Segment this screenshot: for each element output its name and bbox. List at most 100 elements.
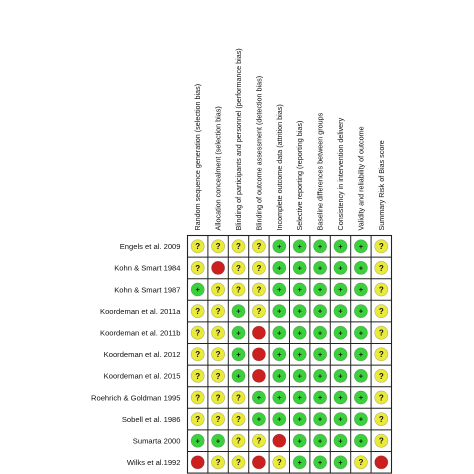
rating-circle-low bbox=[272, 390, 287, 405]
low-risk-symbol: + bbox=[338, 307, 343, 316]
rating-mark-unclear-r11-c3: ? bbox=[231, 455, 246, 470]
unclear-risk-symbol: ? bbox=[379, 307, 384, 316]
low-risk-symbol: + bbox=[318, 285, 323, 294]
rating-circle-low bbox=[333, 433, 348, 448]
rating-circle-unclear bbox=[231, 390, 246, 405]
rating-circle-unclear bbox=[374, 260, 389, 275]
unclear-risk-symbol: ? bbox=[256, 264, 261, 273]
rating-mark-low-r8-c7: + bbox=[313, 390, 327, 405]
unclear-risk-symbol: ? bbox=[236, 458, 241, 467]
rating-mark-unclear-r3-c3: ? bbox=[231, 282, 246, 297]
row-label-2: Kohn & Smart 1984 bbox=[114, 264, 180, 273]
rating-mark-low-r2-c6: + bbox=[292, 260, 307, 275]
rating-mark-low-r5-c9: + bbox=[353, 325, 368, 340]
unclear-risk-symbol: ? bbox=[236, 242, 241, 251]
rating-mark-low-r2-c9: + bbox=[353, 260, 368, 275]
rating-mark-low-r9-c7: + bbox=[313, 412, 327, 426]
low-risk-symbol: + bbox=[298, 458, 303, 467]
rating-mark-low-r6-c3: + bbox=[231, 347, 246, 362]
rating-circle-low bbox=[231, 304, 246, 318]
unclear-risk-symbol: ? bbox=[216, 415, 221, 424]
rating-circle-low bbox=[333, 368, 348, 383]
unclear-risk-symbol: ? bbox=[216, 285, 221, 294]
rating-mark-low-r8-c5: + bbox=[272, 390, 287, 405]
rating-mark-low-r4-c6: + bbox=[292, 304, 307, 318]
low-risk-symbol: + bbox=[236, 328, 241, 337]
rating-mark-low-r6-c9: + bbox=[353, 347, 368, 362]
rating-circle-unclear bbox=[190, 304, 205, 318]
column-header-10: Summary Risk of Bias score bbox=[377, 140, 386, 230]
row-label-6: Koordeman et al. 2012 bbox=[104, 350, 181, 359]
column-header-9: Validity and reliability of outcome bbox=[356, 126, 365, 230]
column-header-3: Blinding of participants and personnel (… bbox=[234, 48, 243, 230]
rating-mark-unclear-r4-c10: ? bbox=[374, 304, 389, 318]
rating-mark-unclear-r10-c4: ? bbox=[251, 433, 266, 448]
unclear-risk-symbol: ? bbox=[195, 350, 200, 359]
rating-circle-low bbox=[272, 260, 287, 275]
rating-mark-unclear-r4-c1: ? bbox=[190, 304, 205, 318]
rating-mark-low-r10-c1: + bbox=[190, 433, 205, 448]
low-risk-symbol: + bbox=[298, 372, 303, 381]
rating-mark-low-r3-c6: + bbox=[292, 282, 307, 297]
rating-circle-unclear bbox=[190, 368, 205, 383]
rating-circle-low bbox=[292, 260, 307, 275]
low-risk-symbol: + bbox=[359, 415, 364, 424]
low-risk-symbol: + bbox=[318, 264, 323, 273]
rating-mark-unclear-r2-c1: ? bbox=[190, 260, 205, 275]
rating-circle-low bbox=[333, 347, 348, 362]
rating-mark-low-r7-c6: + bbox=[292, 368, 307, 383]
row-label-4: Koordeman et al. 2011a bbox=[100, 307, 181, 316]
rating-mark-unclear-r5-c1: ? bbox=[190, 325, 205, 340]
low-risk-symbol: + bbox=[277, 242, 282, 251]
rating-mark-low-r9-c9: + bbox=[353, 412, 368, 426]
rating-circle-low bbox=[292, 455, 307, 470]
rating-mark-unclear-r8-c10: ? bbox=[374, 390, 389, 405]
rating-mark-unclear-r2-c10: ? bbox=[374, 260, 389, 275]
rating-mark-low-r9-c5: + bbox=[272, 412, 287, 426]
unclear-risk-symbol: ? bbox=[236, 415, 241, 424]
rating-circle-low bbox=[313, 390, 327, 405]
rating-circle-unclear bbox=[231, 239, 246, 254]
rating-circle-low bbox=[272, 325, 287, 340]
rating-circle-unclear bbox=[190, 390, 205, 405]
rating-mark-low-r1-c7: + bbox=[313, 239, 327, 254]
rating-circle-low bbox=[313, 239, 327, 254]
row-label-8: Roehrich & Goldman 1995 bbox=[91, 393, 181, 402]
rating-mark-unclear-r10-c10: ? bbox=[374, 433, 389, 448]
rating-circle-low bbox=[333, 455, 348, 470]
low-risk-symbol: + bbox=[257, 393, 262, 402]
rating-mark-low-r4-c7: + bbox=[313, 304, 327, 318]
rating-circle-low bbox=[272, 368, 287, 383]
rating-mark-low-r4-c5: + bbox=[272, 304, 287, 318]
rating-mark-low-r7-c3: + bbox=[231, 368, 246, 383]
rating-circle-unclear bbox=[211, 304, 225, 318]
rating-circle-unclear bbox=[190, 325, 205, 340]
low-risk-symbol: + bbox=[298, 393, 303, 402]
rating-mark-high-r6-c4 bbox=[251, 347, 266, 362]
unclear-risk-symbol: ? bbox=[379, 242, 384, 251]
rating-mark-low-r9-c8: + bbox=[333, 412, 348, 426]
rating-circle-unclear bbox=[374, 325, 389, 340]
rating-mark-low-r11-c8: + bbox=[333, 455, 348, 470]
row-label-10: Sumarta 2000 bbox=[133, 437, 181, 446]
rating-mark-low-r1-c5: + bbox=[272, 239, 287, 254]
unclear-risk-symbol: ? bbox=[216, 458, 221, 467]
low-risk-symbol: + bbox=[338, 264, 343, 273]
rating-circle-unclear bbox=[251, 433, 266, 448]
rating-circle-low bbox=[353, 325, 368, 340]
rating-circle-low bbox=[353, 282, 368, 297]
low-risk-symbol: + bbox=[298, 264, 303, 273]
row-label-9: Sobell et al. 1986 bbox=[122, 415, 181, 424]
rating-mark-unclear-r11-c5: ? bbox=[272, 455, 287, 470]
row-label-11: Wilks et al.1992 bbox=[127, 458, 181, 467]
rating-circle-high bbox=[211, 260, 225, 275]
rating-circle-low bbox=[313, 412, 327, 426]
rating-mark-low-r2-c5: + bbox=[272, 260, 287, 275]
rating-circle-high bbox=[251, 325, 266, 340]
low-risk-symbol: + bbox=[359, 393, 364, 402]
rating-circle-low bbox=[333, 239, 348, 254]
rating-circle-high bbox=[251, 368, 266, 383]
rating-mark-low-r4-c8: + bbox=[333, 304, 348, 318]
rating-mark-unclear-r7-c1: ? bbox=[190, 368, 205, 383]
rating-mark-unclear-r1-c3: ? bbox=[231, 239, 246, 254]
